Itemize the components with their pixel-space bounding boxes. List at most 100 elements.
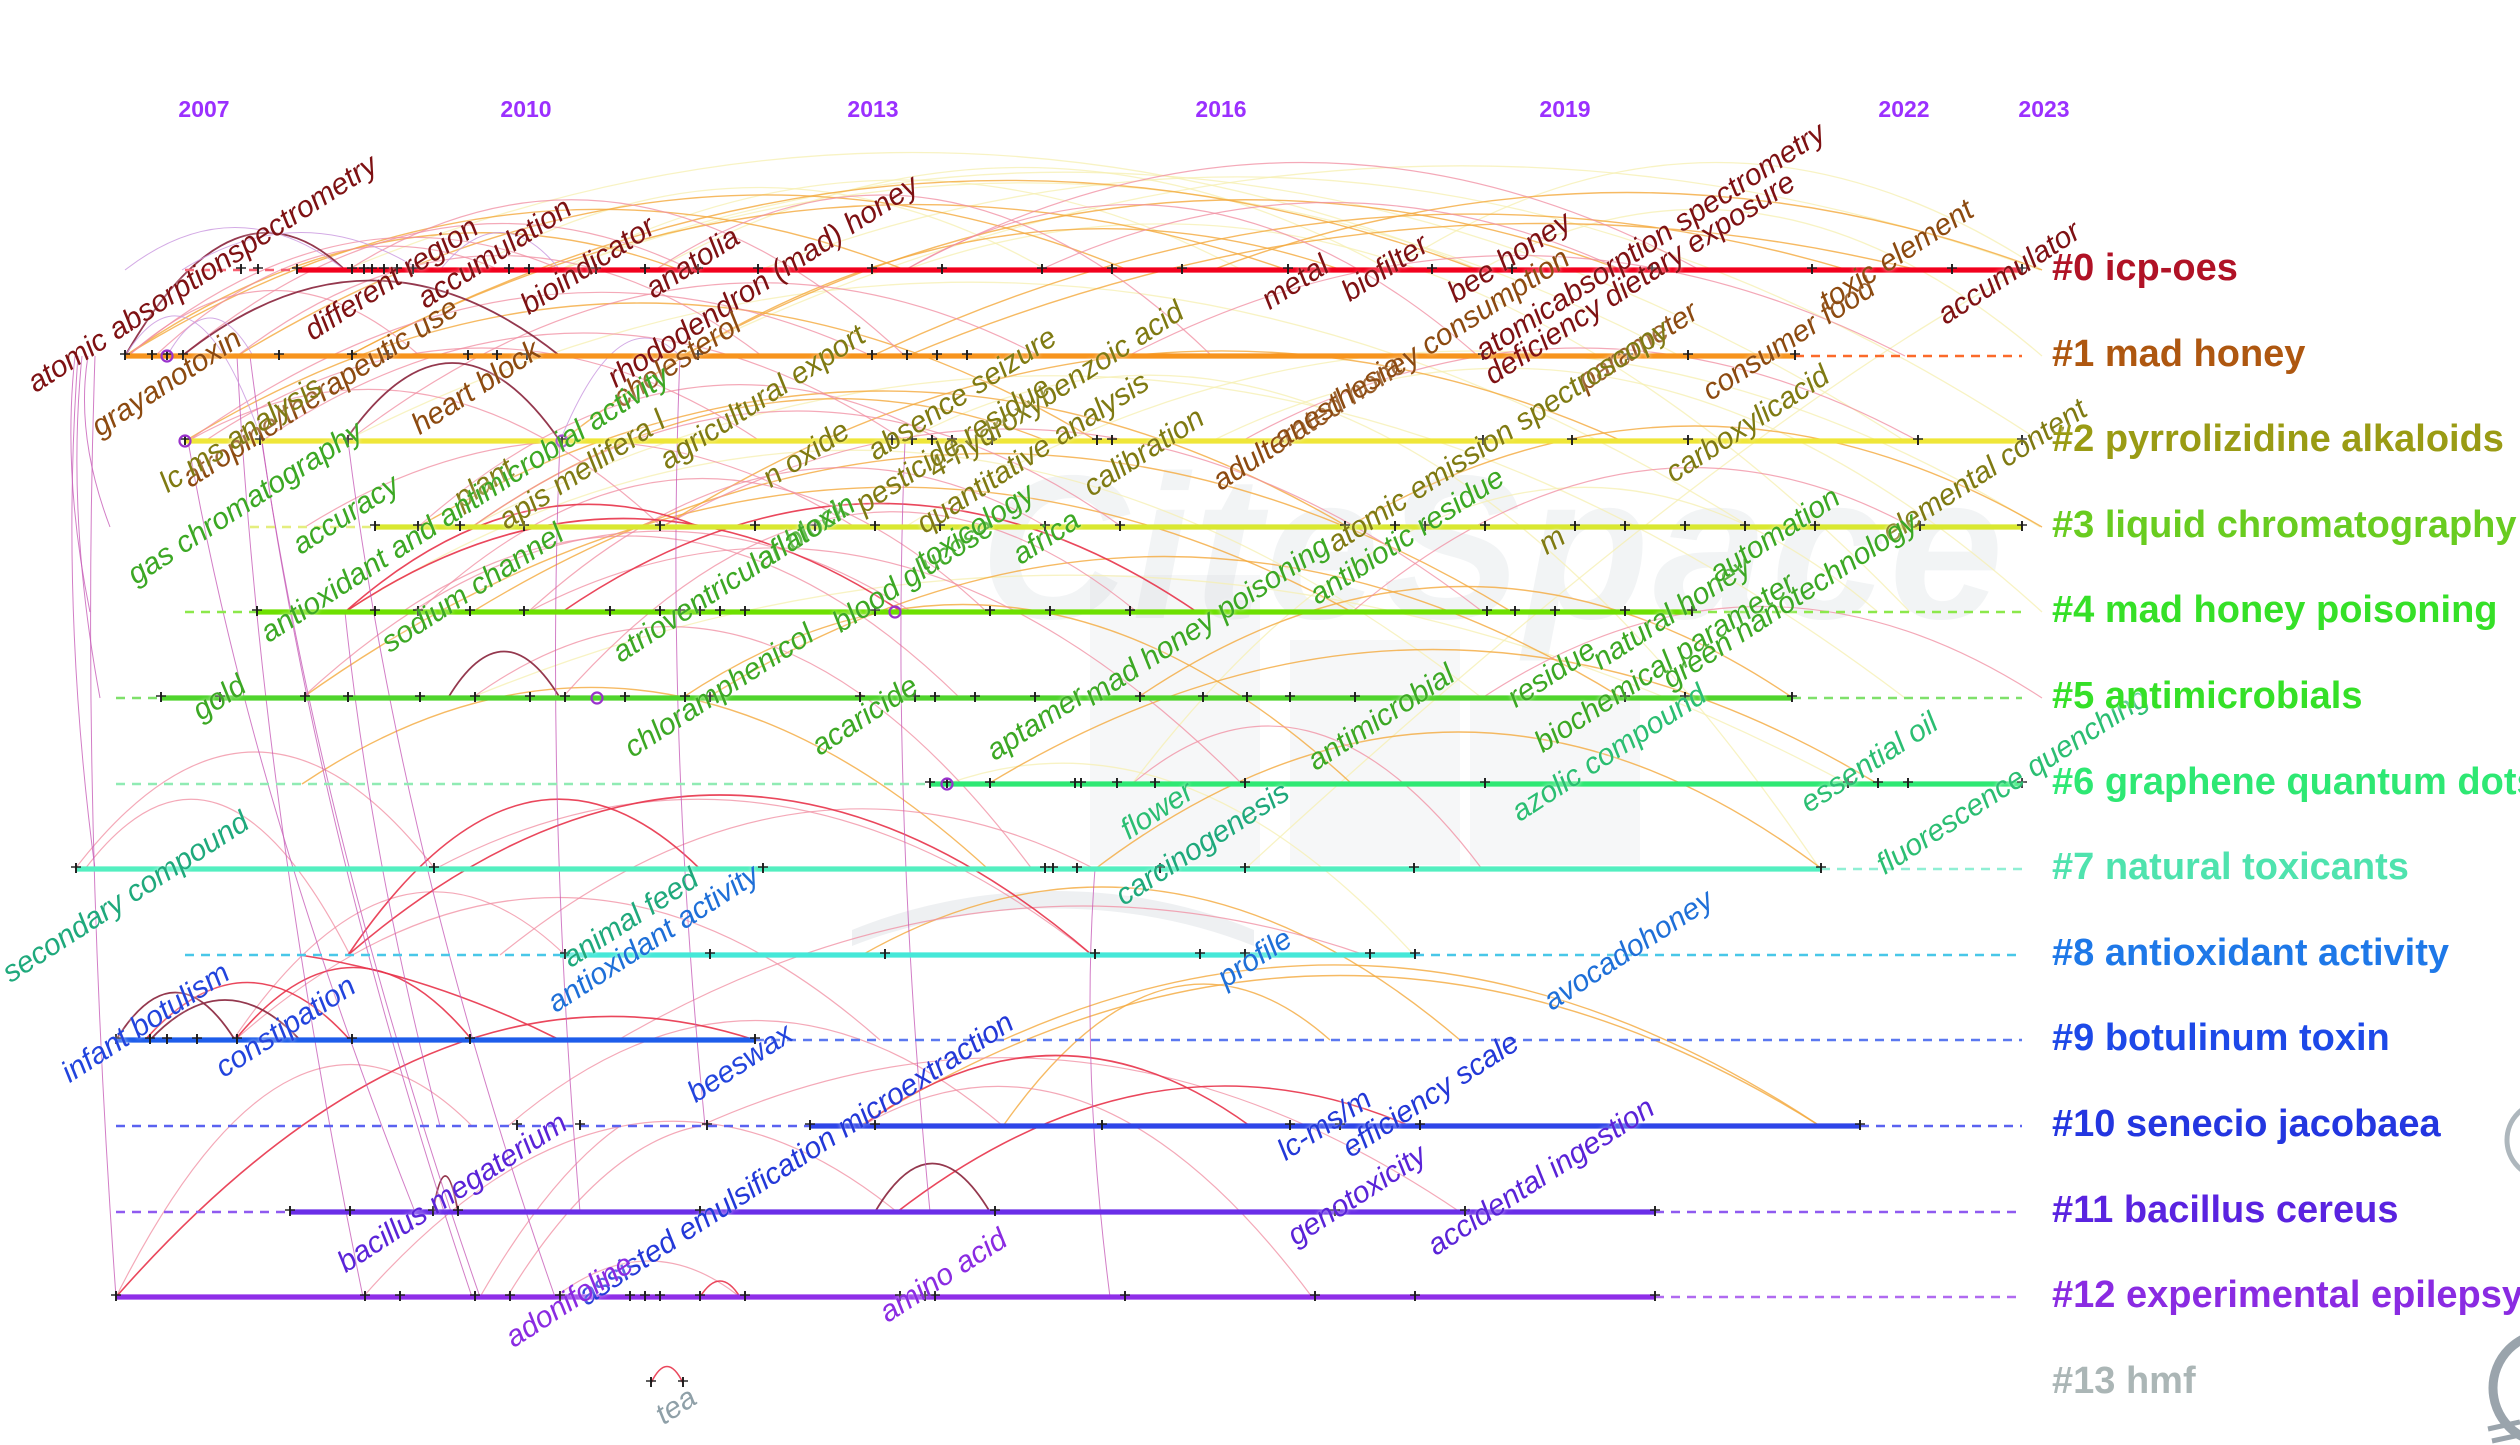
article-node[interactable] xyxy=(1913,435,1923,445)
article-node[interactable] xyxy=(345,1206,355,1216)
article-node[interactable] xyxy=(870,521,880,531)
cluster-label[interactable]: #13 hmf xyxy=(2052,1359,2196,1402)
article-node[interactable] xyxy=(428,1206,438,1216)
article-node[interactable] xyxy=(810,521,820,531)
article-node[interactable] xyxy=(870,1120,880,1130)
article-node[interactable] xyxy=(71,863,81,873)
article-node[interactable] xyxy=(1480,778,1490,788)
article-node[interactable] xyxy=(937,264,947,274)
article-node[interactable] xyxy=(655,1291,665,1301)
article-node[interactable] xyxy=(560,949,570,959)
article-node[interactable] xyxy=(1107,435,1117,445)
article-node[interactable] xyxy=(525,692,535,702)
article-node[interactable] xyxy=(1048,863,1058,873)
article-node[interactable] xyxy=(1107,264,1117,274)
article-node[interactable] xyxy=(655,521,665,531)
article-node[interactable] xyxy=(715,606,725,616)
article-node[interactable] xyxy=(1680,521,1690,531)
article-node[interactable] xyxy=(1037,264,1047,274)
article-node[interactable] xyxy=(519,606,529,616)
article-node[interactable] xyxy=(1903,778,1913,788)
cluster-label[interactable]: #3 liquid chromatography xyxy=(2052,503,2517,546)
article-node[interactable] xyxy=(695,1291,705,1301)
article-node[interactable] xyxy=(1112,778,1122,788)
article-node[interactable] xyxy=(2017,778,2027,788)
article-node[interactable] xyxy=(987,435,997,445)
article-node[interactable] xyxy=(591,264,601,274)
cluster-label[interactable]: #5 antimicrobials xyxy=(2052,674,2363,717)
article-node[interactable] xyxy=(232,1034,242,1044)
cluster-label[interactable]: #6 graphene quantum dots xyxy=(2052,760,2520,803)
article-node[interactable] xyxy=(1482,606,1492,616)
article-node[interactable] xyxy=(465,606,475,616)
article-node[interactable] xyxy=(1390,521,1400,531)
article-node[interactable] xyxy=(463,350,473,360)
article-node[interactable] xyxy=(1680,692,1690,702)
cluster-label[interactable]: #8 antioxidant activity xyxy=(2052,931,2450,974)
article-node[interactable] xyxy=(557,435,567,445)
article-node[interactable] xyxy=(1150,778,1160,788)
article-node[interactable] xyxy=(927,435,937,445)
article-node[interactable] xyxy=(758,863,768,873)
article-node[interactable] xyxy=(805,1120,815,1130)
article-node[interactable] xyxy=(740,606,750,616)
article-node[interactable] xyxy=(1947,264,1957,274)
article-node[interactable] xyxy=(1816,863,1826,873)
cluster-label[interactable]: #12 experimental epilepsy xyxy=(2052,1273,2520,1316)
article-node[interactable] xyxy=(2017,264,2027,274)
article-node[interactable] xyxy=(655,606,665,616)
article-node[interactable] xyxy=(605,606,615,616)
article-node[interactable] xyxy=(693,350,703,360)
article-node[interactable] xyxy=(192,1034,202,1044)
article-node[interactable] xyxy=(753,264,763,274)
article-node[interactable] xyxy=(236,264,246,274)
article-node[interactable] xyxy=(512,1120,522,1130)
article-node[interactable] xyxy=(962,350,972,360)
article-node[interactable] xyxy=(678,1377,688,1387)
article-node[interactable] xyxy=(1855,1120,1865,1130)
article-node[interactable] xyxy=(1790,350,1800,360)
article-node[interactable] xyxy=(1415,1120,1425,1130)
article-node[interactable] xyxy=(695,606,705,616)
article-node[interactable] xyxy=(887,435,897,445)
article-node[interactable] xyxy=(505,1291,515,1301)
article-node[interactable] xyxy=(395,1291,405,1301)
article-node[interactable] xyxy=(625,1291,635,1301)
article-node[interactable] xyxy=(985,778,995,788)
article-node[interactable] xyxy=(1620,692,1630,702)
article-node[interactable] xyxy=(1135,692,1145,702)
article-node[interactable] xyxy=(640,264,650,274)
article-node[interactable] xyxy=(1097,1120,1107,1130)
article-node[interactable] xyxy=(455,521,465,531)
article-node[interactable] xyxy=(1807,264,1817,274)
article-node[interactable] xyxy=(180,435,190,445)
article-node[interactable] xyxy=(343,435,353,445)
article-node[interactable] xyxy=(1620,606,1630,616)
article-node[interactable] xyxy=(413,521,423,531)
article-node[interactable] xyxy=(1810,521,1820,531)
article-node[interactable] xyxy=(370,606,380,616)
article-node[interactable] xyxy=(1510,606,1520,616)
article-node[interactable] xyxy=(1240,949,1250,959)
article-node[interactable] xyxy=(740,1291,750,1301)
article-node[interactable] xyxy=(920,1291,930,1301)
article-node[interactable] xyxy=(1350,692,1360,702)
article-node[interactable] xyxy=(215,692,225,702)
article-node[interactable] xyxy=(1409,863,1419,873)
article-node[interactable] xyxy=(1740,521,1750,531)
burst-node[interactable] xyxy=(590,691,604,705)
article-node[interactable] xyxy=(620,692,630,702)
article-node[interactable] xyxy=(1420,521,1430,531)
article-node[interactable] xyxy=(253,264,263,274)
article-node[interactable] xyxy=(990,1206,1000,1216)
article-node[interactable] xyxy=(985,606,995,616)
article-node[interactable] xyxy=(1570,521,1580,531)
article-node[interactable] xyxy=(2017,521,2027,531)
burst-node[interactable] xyxy=(555,434,569,448)
article-node[interactable] xyxy=(855,692,865,702)
article-node[interactable] xyxy=(1242,692,1252,702)
article-node[interactable] xyxy=(1240,863,1250,873)
article-node[interactable] xyxy=(867,350,877,360)
article-node[interactable] xyxy=(902,350,912,360)
article-node[interactable] xyxy=(1650,1291,1660,1301)
